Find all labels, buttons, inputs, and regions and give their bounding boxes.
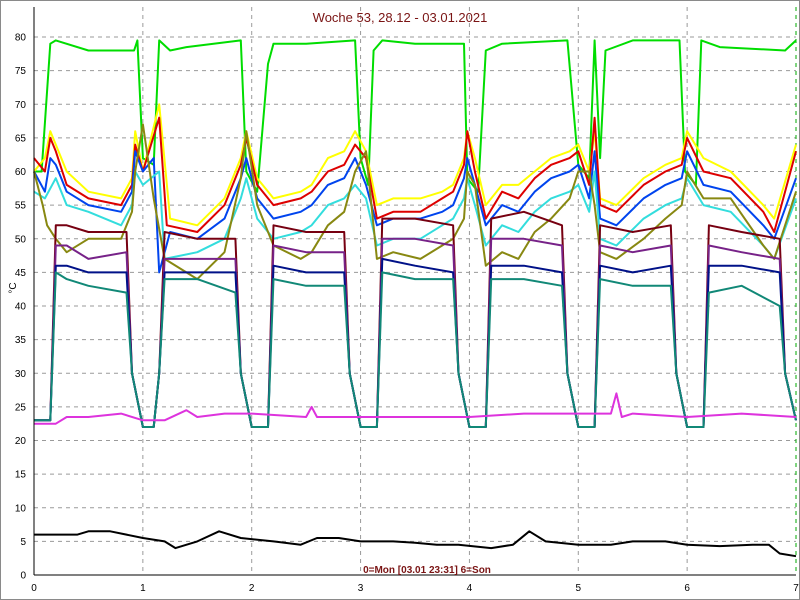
chart-title: Woche 53, 28.12 - 03.01.2021 <box>313 10 488 25</box>
series-layer <box>33 39 797 558</box>
y-tick-label: 20 <box>15 436 27 447</box>
y-tick-label: 50 <box>15 234 27 245</box>
x-tick-label: 6 <box>684 583 690 594</box>
y-tick-label: 30 <box>15 369 27 380</box>
y-tick-label: 60 <box>15 167 27 178</box>
x-tick-label: 0 <box>31 583 37 594</box>
y-tick-label: 35 <box>15 335 27 346</box>
y-tick-label: 5 <box>20 537 26 548</box>
x-tick-label: 4 <box>467 583 473 594</box>
y-axis-label: °C <box>8 282 19 293</box>
series-line-1 <box>34 39 797 193</box>
x-tick-label: 1 <box>140 583 146 594</box>
series-line-10 <box>34 271 797 428</box>
series-line-11 <box>34 392 797 425</box>
x-tick-label: 3 <box>358 583 364 594</box>
series-line-5 <box>33 170 797 260</box>
series-line-12 <box>34 530 797 558</box>
y-tick-label: 25 <box>15 402 27 413</box>
series-line-6 <box>33 123 797 281</box>
chart-footer: 0=Mon [03.01 23:31] 6=Son <box>363 565 491 576</box>
y-tick-label: 80 <box>15 33 27 44</box>
y-tick-label: 0 <box>20 571 26 582</box>
y-tick-label: 55 <box>15 201 27 212</box>
y-tick-label: 70 <box>15 100 27 111</box>
y-tick-label: 75 <box>15 66 27 77</box>
y-tick-label: 15 <box>15 470 27 481</box>
series-line-7 <box>34 210 797 428</box>
x-tick-label: 2 <box>249 583 255 594</box>
y-tick-label: 45 <box>15 268 27 279</box>
x-tick-label: 7 <box>793 583 799 594</box>
y-tick-label: 40 <box>15 302 27 313</box>
grid <box>34 7 797 575</box>
y-tick-label: 65 <box>15 133 27 144</box>
y-tick-label: 10 <box>15 503 27 514</box>
series-line-3 <box>33 116 797 233</box>
x-tick-label: 5 <box>576 583 582 594</box>
